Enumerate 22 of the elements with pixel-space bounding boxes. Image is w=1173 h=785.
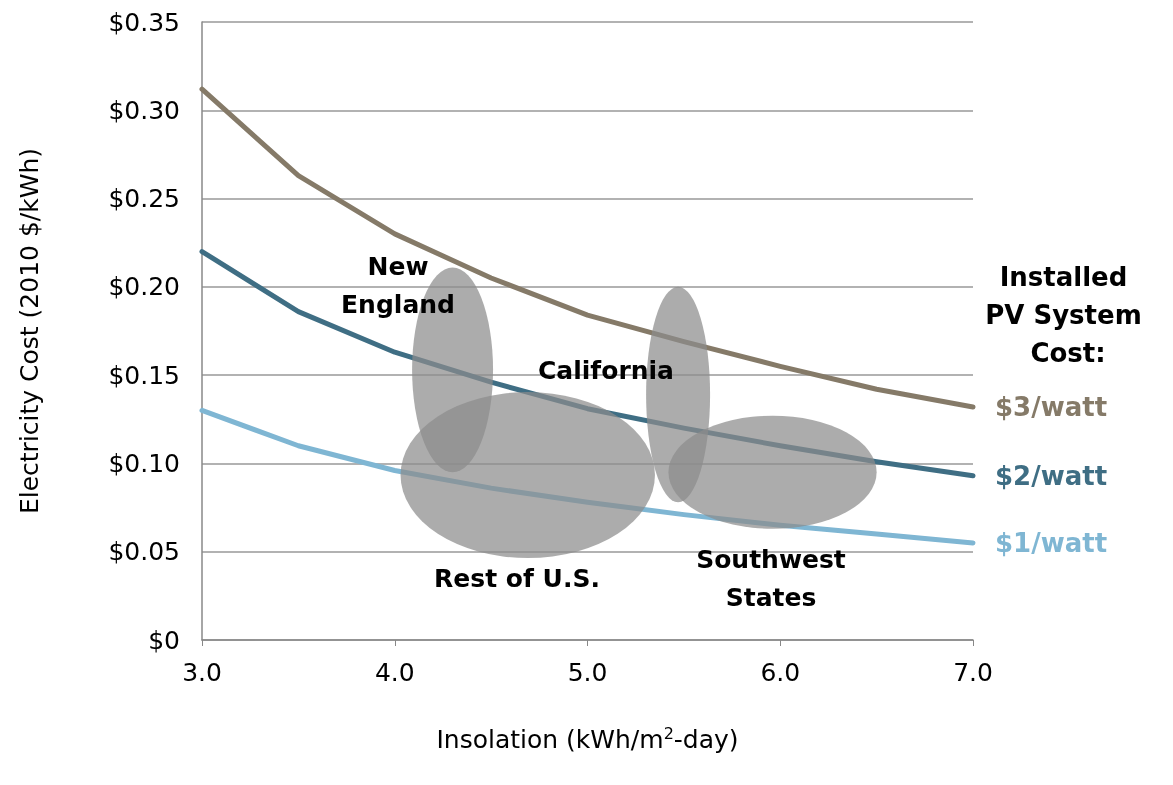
y-tick-label: $0.25 <box>108 184 180 214</box>
y-tick-label: $0.35 <box>108 7 180 37</box>
y-tick-label: $0.15 <box>108 360 180 390</box>
y-tick-label: $0.10 <box>108 448 180 478</box>
annotation: Rest of U.S. <box>434 564 600 593</box>
series-label: $3/watt <box>995 391 1108 422</box>
x-tick-label: 6.0 <box>760 658 801 687</box>
x-tick-label: 7.0 <box>953 658 993 687</box>
y-tick-label: $0.30 <box>108 95 180 125</box>
legend-title: Installed PV System Cost: <box>985 262 1151 368</box>
y-tick-label: $0 <box>148 625 180 655</box>
x-tick-label: 5.0 <box>567 658 608 687</box>
y-tick-label: $0.20 <box>108 272 180 302</box>
series-label: $1/watt <box>995 527 1108 558</box>
y-axis-title: Electricity Cost (2010 $/kWh) <box>15 147 44 515</box>
annotation: California <box>538 356 674 385</box>
annotation: Southwest States <box>696 545 846 612</box>
x-tick-label: 4.0 <box>374 658 415 687</box>
x-tick-label: 3.0 <box>182 658 222 687</box>
y-tick-label: $0.05 <box>108 537 180 567</box>
annotation: New England <box>341 252 455 319</box>
series-label: $2/watt <box>995 460 1108 491</box>
